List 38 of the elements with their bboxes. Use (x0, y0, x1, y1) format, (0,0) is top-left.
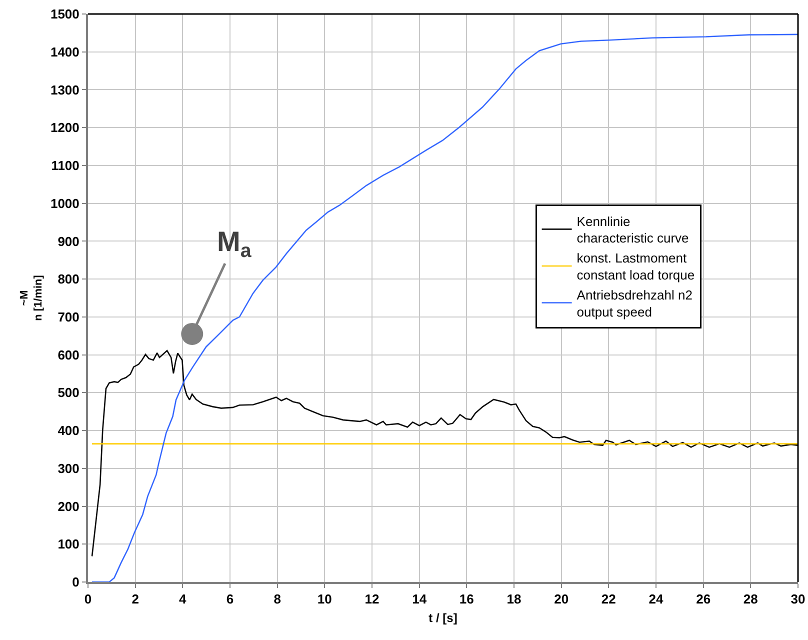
y-tick-label: 100 (58, 536, 80, 552)
x-tick-label: 28 (743, 592, 758, 607)
legend-label: konst. Lastmoment constant load torque (576, 250, 695, 282)
line-series (91, 34, 798, 582)
y-tick-label: 1500 (50, 6, 80, 22)
x-tick-label: 18 (506, 592, 522, 607)
y-tick-label: 200 (58, 498, 80, 514)
y-tick-label: 600 (58, 347, 80, 362)
y-tick-label: 1000 (50, 196, 80, 211)
y-tick-label: 0 (72, 574, 80, 590)
y-tick-label: 1100 (51, 158, 80, 174)
x-axis-title: t / [s] (428, 611, 458, 625)
x-tick-label: 16 (459, 592, 474, 607)
x-tick-label: 14 (412, 592, 428, 607)
x-tick-label: 2 (132, 592, 139, 607)
y-tick-label: 1400 (50, 44, 80, 60)
x-tick-label: 30 (790, 592, 806, 607)
y-tick-label: 800 (58, 272, 80, 287)
x-tick-label: 4 (179, 592, 188, 607)
x-tick-label: 12 (364, 592, 380, 607)
x-tick-label: 20 (554, 592, 569, 607)
legend-label: Antriebsdrehzahl n2 output speed (576, 287, 692, 320)
y-axis-title: ~M n [1/min] (18, 274, 45, 321)
y-tick-label: 900 (58, 234, 80, 249)
y-tick-label: 1300 (50, 82, 80, 98)
x-tick-label: 0 (84, 592, 92, 607)
y-tick-label: 300 (58, 460, 80, 476)
x-tick-label: 24 (648, 592, 664, 607)
x-tick-label: 6 (226, 592, 234, 607)
x-tick-label: 26 (696, 592, 711, 607)
x-tick-label: 10 (317, 592, 332, 607)
x-tick-label: 8 (274, 592, 281, 607)
y-tick-label: 700 (58, 309, 80, 324)
y-tick-label: 1200 (50, 120, 80, 136)
x-tick-label: 22 (601, 592, 616, 607)
y-tick-label: 400 (58, 423, 80, 438)
annotation: M$_{a}$ (217, 226, 252, 262)
y-tick-label: 500 (58, 385, 80, 400)
